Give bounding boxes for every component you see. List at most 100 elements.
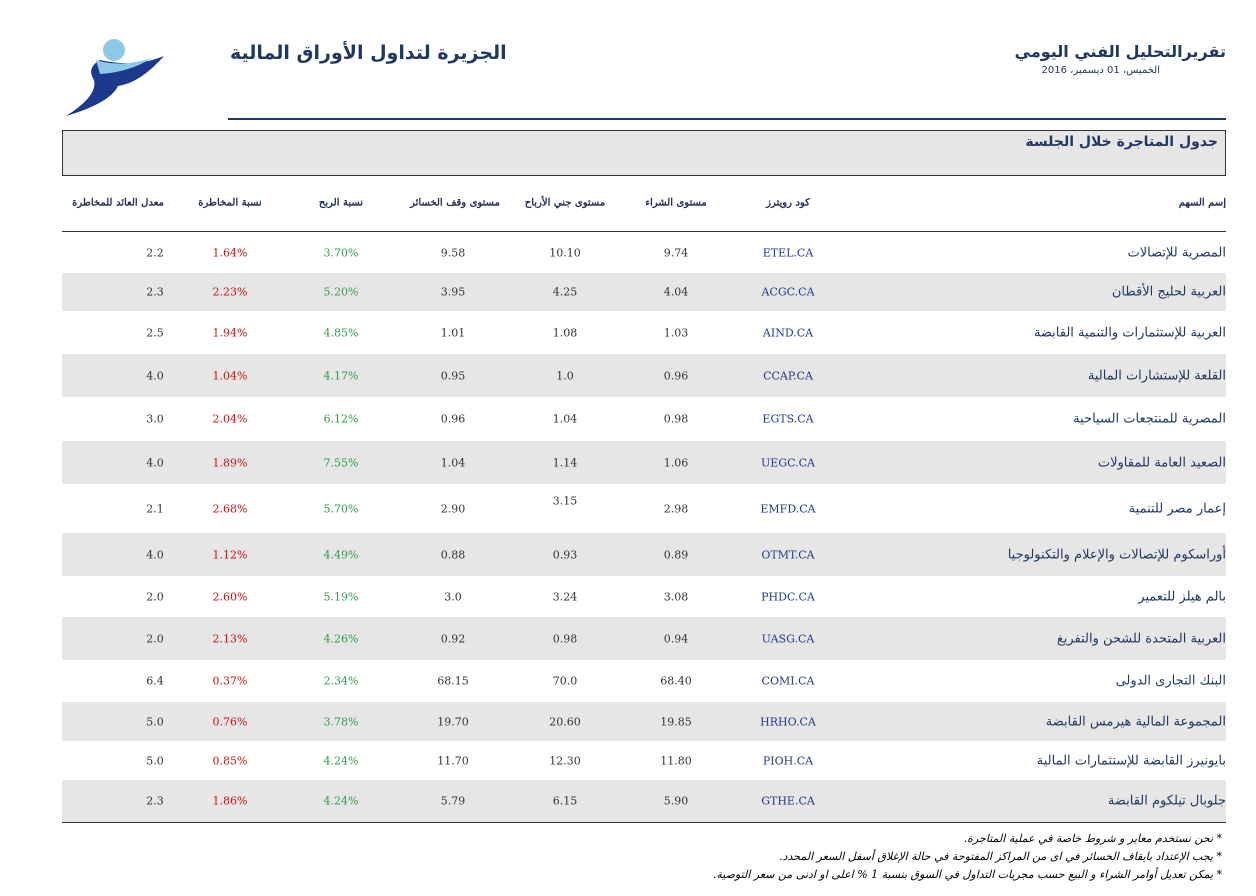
table-cell: 2.0 (146, 632, 164, 645)
table-cell: 6.15 (552, 794, 578, 808)
footnote: * نحن نستخدم معاير و شروط خاصة في عملية … (963, 832, 1222, 845)
stock-name: الصعيد العامة للمقاولات (1097, 455, 1226, 470)
table-cell: 4.17% (323, 369, 359, 382)
table-cell: 3.0 (444, 590, 462, 603)
table-cell: 0.98 (663, 412, 689, 426)
table-cell: 7.55% (323, 456, 359, 469)
table-cell: 68.15 (437, 674, 469, 688)
table-cell: 19.85 (660, 715, 692, 728)
table-cell: 1.04% (212, 369, 248, 382)
table-cell: 0.37% (212, 674, 248, 688)
row-background (62, 354, 1226, 397)
table-cell: 0.98 (552, 632, 578, 645)
stock-name: إعمار مصر للتنمية (1128, 501, 1226, 516)
table-cell: 4.24% (323, 754, 359, 767)
table-cell: 1.14 (552, 456, 578, 469)
table-cell: 20.60 (549, 715, 581, 728)
row-background (62, 780, 1226, 822)
table-cell: 5.70% (323, 502, 359, 515)
table-cell: 2.3 (146, 794, 164, 808)
report-title: تقريرالتحليل الفني اليومي (1014, 42, 1226, 61)
table-cell: HRHO.CA (760, 715, 816, 728)
table-cell: 1.04 (552, 412, 578, 426)
table-cell: 2.04% (212, 412, 248, 426)
report-date: الخميس، 01 ديسمبر، 2016 (1041, 65, 1160, 76)
table-cell: 4.0 (146, 548, 164, 561)
table-cell: 2.13% (212, 632, 248, 645)
column-header: نسبة الربح (318, 197, 364, 209)
table-cell: 0.85% (212, 754, 248, 767)
table-cell: 1.12% (212, 548, 248, 561)
table-cell: EMFD.CA (760, 502, 816, 515)
table-cell: 2.3 (146, 285, 164, 299)
row-background (62, 617, 1226, 660)
table-cell: 5.0 (146, 715, 164, 728)
row-background (62, 273, 1226, 311)
table-cell: GTHE.CA (761, 794, 815, 808)
table-cell: 3.24 (552, 590, 578, 603)
table-cell: 4.0 (146, 369, 164, 382)
table-cell: 0.89 (663, 548, 689, 561)
table-cell: 0.93 (552, 548, 578, 561)
table-cell: 0.96 (440, 412, 466, 426)
table-cell: 3.95 (440, 285, 466, 299)
table-cell: 9.74 (663, 246, 689, 259)
table-cell: 0.94 (663, 632, 689, 645)
table-cell: 4.49% (323, 548, 359, 561)
table-cell: 5.0 (146, 754, 164, 767)
table-cell: 19.70 (437, 715, 469, 728)
table-cell: 1.64% (212, 246, 248, 259)
stock-name: العربية للإستثمارات والتنمية القابضة (1033, 325, 1226, 340)
row-background (62, 702, 1226, 741)
logo (66, 39, 164, 116)
table-cell: 1.94% (212, 326, 248, 339)
table-cell: 4.24% (323, 794, 359, 808)
column-header: إسم السهم (1178, 197, 1226, 209)
table-cell: 2.34% (323, 674, 359, 688)
column-header: مستوى وقف الخسائر (410, 197, 500, 209)
column-header: مستوى جني الأرباح (524, 197, 606, 209)
table-cell: 4.04 (663, 285, 689, 299)
table-cell: COMI.CA (761, 674, 815, 688)
table-cell: 5.20% (323, 285, 359, 299)
table-cell: 3.15 (552, 494, 578, 507)
table-cell: 4.26% (323, 632, 359, 645)
table-cell: 3.78% (323, 715, 359, 728)
table-cell: 3.08 (663, 590, 689, 603)
table-cell: 3.70% (323, 246, 359, 259)
company-name: الجزيرة لتداول الأوراق المالية (230, 42, 507, 64)
footnote: * يمكن تعديل أوامر الشراء و البيع حسب مج… (712, 868, 1222, 881)
table-cell: CCAP.CA (763, 369, 813, 382)
table-cell: 6.4 (146, 674, 164, 688)
table-cell: 11.70 (437, 754, 469, 767)
table-cell: 68.40 (660, 674, 692, 688)
table-cell: 0.92 (440, 632, 466, 645)
table-cell: 11.80 (660, 754, 692, 767)
section-box (62, 130, 1226, 176)
table-cell: 1.86% (212, 794, 248, 808)
table-cell: 6.12% (323, 412, 359, 426)
stock-name: جلوبال تيلكوم القابضة (1107, 793, 1226, 809)
table-cell: 2.1 (146, 502, 164, 515)
table-cell: 2.23% (212, 285, 248, 299)
column-header: مستوى الشراء (645, 197, 707, 209)
table-cell: 0.88 (440, 548, 466, 561)
footnote: * يجب الإعتداد بايقاف الخسائر في اى من ا… (779, 850, 1222, 863)
table-cell: 3.0 (146, 412, 164, 426)
table-cell: 2.60% (212, 590, 248, 603)
column-header: نسبة المخاطرة (198, 197, 262, 209)
table-cell: EGTS.CA (762, 412, 814, 426)
stock-name: القلعة للإستشارات المالية (1087, 368, 1226, 383)
table-cell: 1.06 (663, 456, 689, 469)
stock-name: بالم هيلز للتعمير (1138, 589, 1226, 604)
table-cell: 4.85% (323, 326, 359, 339)
column-header: كود رويترز (766, 197, 810, 209)
table-cell: OTMT.CA (761, 548, 815, 561)
stock-name: بايونيرز القابضة للإستثمارات المالية (1036, 753, 1226, 768)
table-cell: ACGC.CA (761, 285, 815, 299)
table-cell: 0.95 (440, 369, 466, 382)
table-cell: 1.04 (440, 456, 466, 469)
table-cell: PHDC.CA (761, 590, 815, 603)
header-rule (228, 118, 1226, 120)
